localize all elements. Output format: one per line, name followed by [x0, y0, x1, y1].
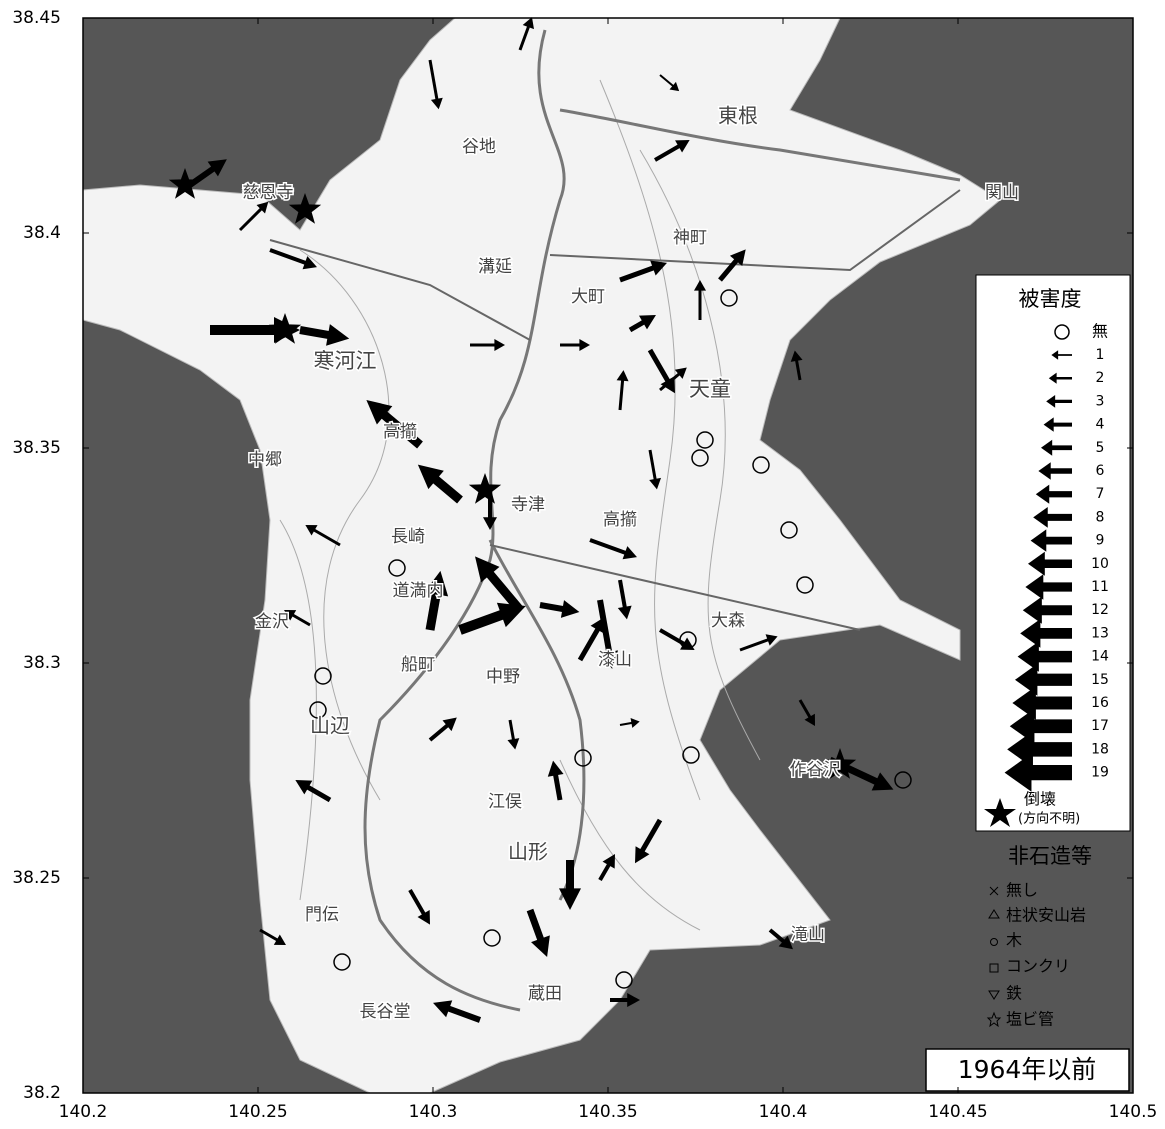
place-name: 寒河江 — [314, 349, 377, 373]
place-name: 山辺 — [310, 714, 350, 738]
material-label: 鉄 — [1006, 984, 1022, 1003]
place-name: 江俣 — [488, 792, 522, 812]
legend-level: 15 — [1091, 672, 1109, 688]
legend-level: 6 — [1096, 463, 1105, 479]
place-name: 溝延 — [478, 257, 512, 277]
place-name: 蔵田 — [528, 984, 562, 1004]
legend-collapse: 倒壊 — [1024, 790, 1056, 809]
y-tick-label: 38.2 — [23, 1083, 61, 1103]
x-tick-label: 140.35 — [578, 1102, 637, 1122]
legend-level: 19 — [1091, 765, 1109, 781]
legend-level: 8 — [1096, 509, 1105, 525]
legend-level: 12 — [1091, 602, 1109, 618]
place-name: 関山 — [985, 183, 1019, 203]
y-tick-label: 38.35 — [12, 438, 61, 458]
place-name: 門伝 — [305, 905, 339, 925]
place-name: 滝山 — [791, 925, 825, 945]
legend-level: 1 — [1096, 347, 1105, 363]
x-tick-label: 140.4 — [759, 1102, 808, 1122]
y-tick-label: 38.3 — [23, 653, 61, 673]
place-name: 高擶 — [383, 422, 417, 442]
place-name: 大森 — [711, 611, 745, 631]
place-name: 長崎 — [391, 527, 425, 547]
y-tick-label: 38.25 — [12, 868, 61, 888]
y-tick-label: 38.45 — [12, 8, 61, 28]
x-tick-label: 140.25 — [228, 1102, 287, 1122]
material-label: 木 — [1006, 931, 1022, 950]
material-label: 無し — [1006, 881, 1038, 900]
place-name: 船町 — [401, 655, 435, 675]
legend-level: 5 — [1096, 440, 1105, 456]
place-name: 漆山 — [598, 650, 632, 670]
place-name: 大町 — [571, 287, 605, 307]
x-tick-label: 140.45 — [928, 1102, 987, 1122]
place-name: 東根 — [718, 104, 758, 128]
place-name: 道満内 — [393, 581, 444, 601]
legend-level: 10 — [1091, 556, 1109, 572]
y-tick-label: 38.4 — [23, 223, 61, 243]
place-name: 長谷堂 — [360, 1002, 411, 1022]
x-tick-label: 140.5 — [1109, 1102, 1158, 1122]
legend-level: 2 — [1096, 370, 1105, 386]
legend-collapse-note: (方向不明) — [1018, 811, 1080, 827]
legend-level: 4 — [1096, 417, 1105, 433]
legend-level: 16 — [1091, 695, 1109, 711]
place-name: 金沢 — [255, 612, 289, 632]
legend-level: 3 — [1096, 393, 1105, 409]
material-label: 塩ビ管 — [1006, 1010, 1054, 1029]
legend-level: 17 — [1091, 718, 1109, 734]
place-name: 寺津 — [511, 495, 545, 515]
place-name: 中野 — [486, 667, 520, 687]
legend-level: 11 — [1091, 579, 1109, 595]
place-name: 中郷 — [248, 450, 282, 470]
x-tick-label: 140.3 — [409, 1102, 458, 1122]
place-name: 作谷沢 — [790, 760, 841, 780]
place-name: 神町 — [673, 228, 707, 248]
legend-level: 18 — [1091, 741, 1109, 757]
legend-level: 14 — [1091, 649, 1109, 665]
legend-title: 被害度 — [1019, 287, 1082, 311]
material-title: 非石造等 — [1008, 844, 1092, 868]
legend-level: 7 — [1096, 486, 1105, 502]
legend-level: 13 — [1091, 625, 1109, 641]
map-figure: 東根 谷地 慈恩寺 関山 神町 溝延 大町 寒河江 天童 中郷 高擶 寺津 高擶… — [0, 0, 1165, 1129]
place-name: 谷地 — [462, 137, 496, 157]
material-label: 柱状安山岩 — [1006, 906, 1086, 925]
legend-none: 無 — [1092, 322, 1108, 341]
material-label: コンクリ — [1006, 957, 1070, 976]
stamp: 1964年以前 — [958, 1055, 1097, 1084]
place-name: 山形 — [508, 840, 548, 864]
place-name: 高擶 — [603, 510, 637, 530]
x-tick-label: 140.2 — [59, 1102, 108, 1122]
place-name: 慈恩寺 — [243, 183, 294, 203]
place-name: 天童 — [689, 377, 731, 401]
legend-level: 9 — [1096, 533, 1105, 549]
